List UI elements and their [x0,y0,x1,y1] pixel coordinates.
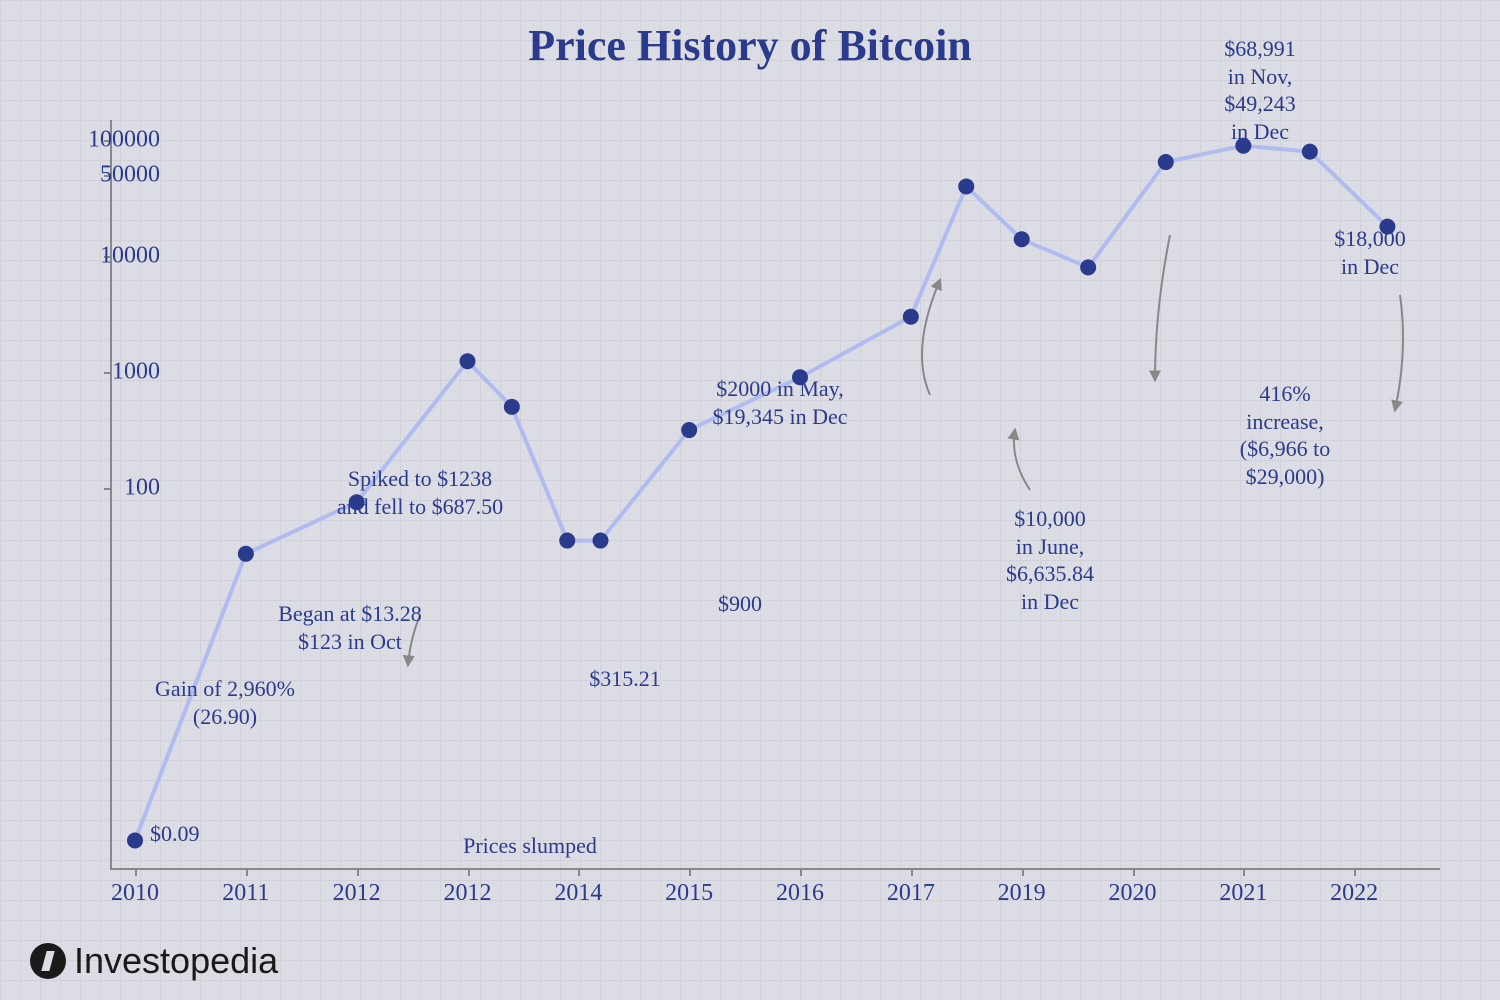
annotation-label: $900 [718,590,762,618]
x-tick-label: 2012 [444,880,492,907]
data-point [127,832,143,848]
y-tick-label: 100000 [88,127,160,154]
data-point [958,178,974,194]
annotation-label: $2000 in May, $19,345 in Dec [712,375,847,430]
brand-logo: Investopedia [30,940,278,982]
data-point [504,399,520,415]
x-tick [246,870,248,876]
x-tick [911,870,913,876]
x-tick-label: 2022 [1330,880,1378,907]
x-tick-label: 2020 [1109,880,1157,907]
annotation-label: $18,000 in Dec [1334,225,1406,280]
annotation-arrow [1155,235,1170,380]
annotation-label: Spiked to $1238 and fell to $687.50 [337,465,503,520]
x-tick [468,870,470,876]
annotation-arrow [1395,295,1403,410]
data-point [903,309,919,325]
x-tick-label: 2015 [665,880,713,907]
line-plot [110,120,1440,870]
x-tick-label: 2012 [333,880,381,907]
x-tick [578,870,580,876]
annotation-label: $0.09 [150,820,200,848]
annotation-label: $10,000 in June, $6,635.84 in Dec [1006,505,1094,615]
x-tick-label: 2010 [111,880,159,907]
annotation-label: $68,991 in Nov, $49,243 in Dec [1224,35,1296,145]
data-point [1302,144,1318,160]
y-tick [104,488,110,490]
annotation-label: $315.21 [589,665,661,693]
x-tick [800,870,802,876]
x-tick [1133,870,1135,876]
annotation-label: Began at $13.28 $123 in Oct [278,600,422,655]
brand-icon [30,943,66,979]
data-point [460,353,476,369]
x-tick-label: 2017 [887,880,935,907]
data-point [559,533,575,549]
annotation-arrow [1014,430,1030,490]
data-point [593,533,609,549]
x-tick [357,870,359,876]
x-tick-label: 2021 [1219,880,1267,907]
data-point [1014,231,1030,247]
data-point [238,546,254,562]
x-tick [1354,870,1356,876]
x-tick-label: 2014 [554,880,602,907]
annotation-label: 416% increase, ($6,966 to $29,000) [1240,380,1330,490]
data-point [1080,259,1096,275]
y-tick [104,372,110,374]
y-tick-label: 100 [124,474,160,501]
annotation-arrow [922,280,940,395]
x-tick [1022,870,1024,876]
x-tick-label: 2016 [776,880,824,907]
data-point [1158,154,1174,170]
y-tick-label: 10000 [100,243,160,270]
x-tick [689,870,691,876]
x-tick-label: 2011 [222,880,269,907]
price-line [135,146,1387,841]
x-tick [1243,870,1245,876]
y-tick-label: 1000 [112,358,160,385]
x-tick-label: 2019 [998,880,1046,907]
x-tick [135,870,137,876]
data-point [681,422,697,438]
annotation-label: Gain of 2,960% (26.90) [155,675,295,730]
brand-text: Investopedia [74,940,278,982]
chart-area: 2010201120122012201420152016201720192020… [110,120,1440,870]
y-tick-label: 50000 [100,162,160,189]
annotation-label: Prices slumped [463,832,597,860]
